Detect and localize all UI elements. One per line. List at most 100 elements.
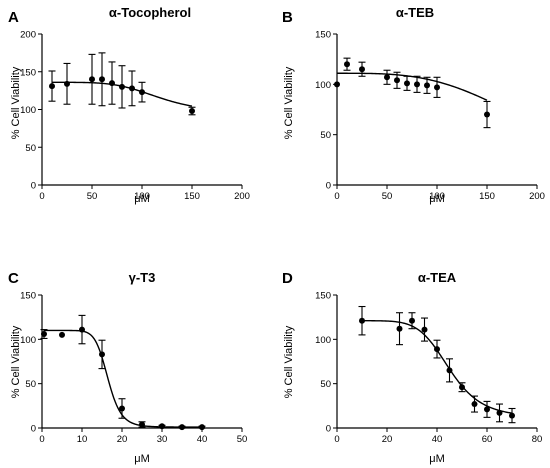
y-tick-label: 50 (25, 379, 36, 390)
y-tick-label: 150 (315, 30, 331, 41)
x-tick-label: 50 (87, 191, 98, 202)
x-tick-label: 100 (134, 191, 150, 202)
data-point (394, 77, 400, 84)
x-tick-label: 40 (432, 434, 443, 445)
y-tick-label: 150 (315, 291, 331, 302)
data-point (424, 82, 430, 89)
x-tick-label: 30 (157, 434, 168, 445)
data-point (471, 401, 478, 408)
y-tick-label: 50 (25, 143, 36, 154)
x-tick-label: 40 (197, 434, 208, 445)
data-point (41, 331, 47, 338)
data-point (409, 317, 415, 324)
data-point (344, 61, 350, 68)
data-point (404, 80, 410, 87)
data-point (509, 412, 515, 419)
x-tick-label: 60 (482, 434, 493, 445)
data-point (189, 108, 195, 115)
data-point (421, 326, 428, 333)
data-point (179, 424, 185, 431)
y-tick-label: 100 (315, 335, 331, 346)
data-point (359, 317, 365, 324)
data-point (384, 74, 390, 81)
x-tick-label: 10 (77, 434, 88, 445)
x-tick-label: 80 (532, 434, 543, 445)
data-point (99, 76, 105, 83)
y-tick-label: 150 (20, 67, 36, 78)
y-axis-label: % Cell Viability (283, 325, 295, 398)
data-point (139, 89, 145, 96)
y-tick-label: 0 (31, 181, 36, 192)
chart-title: γ-T3 (129, 270, 156, 285)
y-tick-label: 100 (20, 105, 36, 116)
y-tick-label: 50 (320, 130, 331, 141)
y-axis-label: % Cell Viability (10, 325, 22, 398)
y-tick-label: 0 (326, 181, 331, 192)
data-point (434, 84, 440, 91)
data-point (109, 80, 115, 87)
x-tick-label: 150 (184, 191, 200, 202)
y-tick-label: 150 (20, 291, 36, 302)
x-axis-label: μM (134, 193, 150, 205)
data-point (129, 85, 135, 92)
data-point (79, 326, 85, 333)
data-point (459, 384, 465, 391)
x-axis-label: μM (429, 193, 445, 205)
data-point (434, 346, 440, 353)
fit-curve (44, 329, 202, 428)
x-tick-label: 0 (334, 434, 339, 445)
panel-letter: D (282, 270, 293, 287)
data-point (484, 111, 490, 118)
chart-title: α-Tocopherol (109, 5, 191, 20)
data-point (359, 66, 365, 73)
y-axis-label: % Cell Viability (10, 66, 22, 139)
data-point (484, 406, 490, 413)
fit-curve (362, 320, 513, 414)
x-tick-label: 200 (234, 191, 250, 202)
x-tick-label: 50 (237, 434, 248, 445)
y-tick-label: 50 (320, 379, 331, 390)
data-point (64, 80, 70, 87)
data-point (199, 424, 205, 431)
x-tick-label: 20 (382, 434, 393, 445)
data-point (119, 405, 125, 412)
panel-d: D α-TEA % Cell Viability μM 0 20 40 60 80 0 50… (282, 270, 542, 465)
data-point (446, 367, 453, 374)
data-point (159, 423, 165, 430)
panel-b: B α-TEB % Cell Viability μM 0 50 100 150 200… (282, 5, 545, 205)
data-point (89, 76, 95, 83)
y-tick-label: 100 (20, 335, 36, 346)
x-tick-label: 100 (429, 191, 445, 202)
panel-a: A α-Tocopherol % Cell Viability μM 0 50 10… (8, 5, 250, 205)
panel-letter: A (8, 9, 19, 26)
data-point (99, 351, 105, 358)
data-point (119, 83, 125, 90)
y-tick-label: 0 (31, 424, 36, 435)
data-point (396, 325, 403, 332)
x-tick-label: 0 (334, 191, 339, 202)
y-tick-label: 200 (20, 30, 36, 41)
fit-curve (337, 72, 488, 101)
y-axis-label: % Cell Viability (283, 66, 295, 139)
x-tick-label: 20 (117, 434, 128, 445)
x-tick-label: 0 (39, 434, 44, 445)
y-tick-label: 100 (315, 80, 331, 91)
x-tick-label: 200 (529, 191, 545, 202)
x-tick-label: 0 (39, 191, 44, 202)
panel-c: C γ-T3 % Cell Viability μM 0 10 20 30 40 50 0 5… (8, 270, 247, 465)
panel-letter: C (8, 270, 19, 287)
data-point (49, 83, 55, 90)
y-tick-label: 0 (326, 424, 331, 435)
data-point (59, 331, 65, 338)
data-point (334, 81, 340, 88)
chart-title: α-TEB (396, 5, 434, 20)
x-axis-label: μM (134, 453, 150, 465)
x-tick-label: 50 (382, 191, 393, 202)
data-point (414, 81, 420, 88)
data-point (496, 409, 503, 416)
chart-title: α-TEA (418, 270, 457, 285)
panel-letter: B (282, 9, 293, 26)
x-tick-label: 150 (479, 191, 495, 202)
data-point (139, 421, 145, 428)
